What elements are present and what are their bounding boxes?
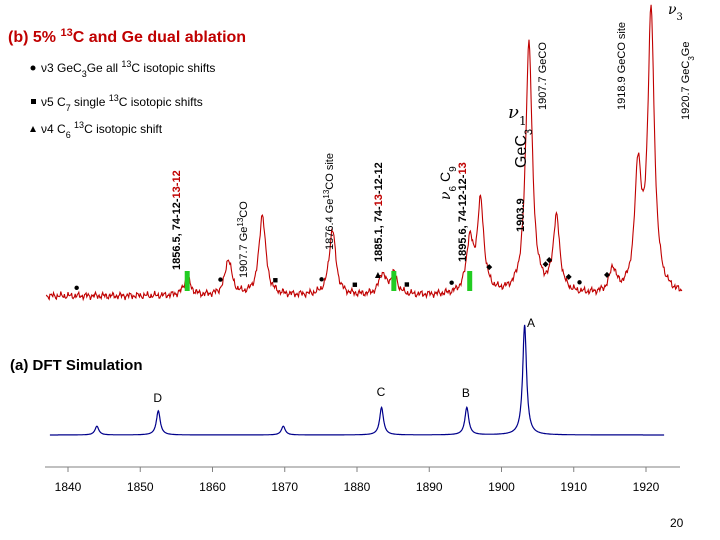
sim-peak-label: B (462, 386, 470, 400)
circle-marker (319, 277, 324, 282)
peak-annotation: 1907.7 Ge13CO (236, 201, 251, 278)
legend-label: ν3 GeC3Ge all 13C isotopic shifts (41, 59, 215, 79)
peak-annotation: 1885.1, 74-13-12-12 (373, 162, 385, 262)
experimental-spectrum-line (45, 4, 683, 302)
x-tick-label: 1850 (127, 480, 154, 494)
circle-marker (449, 280, 454, 285)
sim-peak-label: C (377, 385, 386, 399)
simulation-title: (a) DFT Simulation (10, 357, 143, 374)
peak-annotation: 1856.5, 74-12-13-12 (171, 170, 183, 270)
legend-item: ν3 GeC3Ge all 13C isotopic shifts (30, 59, 215, 79)
x-tick-label: 1900 (488, 480, 515, 494)
green-line (391, 271, 397, 291)
x-tick-label: 1860 (199, 480, 226, 494)
square-marker (404, 282, 410, 287)
legend-triangle-marker (30, 126, 36, 132)
legend-item: ν5 C7 single 13C isotopic shifts (31, 93, 203, 113)
sim-peak-label: D (153, 391, 162, 405)
peak-annotation: 1918.9 GeCO site (616, 22, 628, 110)
x-tick-label: 1910 (560, 480, 587, 494)
circle-marker (577, 280, 582, 285)
legend-label: ν5 C7 single 13C isotopic shifts (41, 93, 203, 113)
peak-annotations: 1856.5, 74-12-13-12 1907.7 Ge13CO 1876.4 G… (171, 22, 696, 278)
x-tick-label: 1840 (55, 480, 82, 494)
legend-square-marker (31, 99, 36, 104)
green-line (467, 271, 473, 291)
diamond-marker (565, 273, 572, 280)
x-tick-label: 1880 (344, 480, 371, 494)
diamond-marker (542, 261, 549, 268)
x-tick-label: 1890 (416, 480, 443, 494)
dft-simulation-line (49, 324, 665, 436)
diamond-marker (486, 264, 493, 271)
x-tick-label: 1920 (633, 480, 660, 494)
peak-annotation: 1907.7 GeCO (537, 42, 549, 110)
peak-annotation: 1895.6, 74-12-12-13 (457, 162, 469, 262)
species-label-gec3: GeC3 (513, 129, 535, 168)
peak-annotation: 1920.7 GeC3Ge (680, 42, 696, 120)
green-line (184, 271, 190, 291)
species-label-nu1: ν1 (508, 102, 527, 128)
species-label-nu3: ν3 (668, 2, 683, 23)
square-marker (352, 282, 358, 287)
legend-circle-marker (30, 65, 36, 71)
species-label-nu6-c9: ν6 C9 (437, 166, 459, 200)
legend-label: ν4 C6 13C isotopic shift (41, 120, 163, 140)
triangle-marker (374, 272, 381, 279)
peak-annotation: 1903.9 (515, 198, 527, 232)
square-marker (273, 278, 278, 283)
exp-peak-letter: A (527, 316, 535, 330)
x-axis-ticks: 1840 1850 1860 1870 1880 1890 1900 1910 1920 (55, 467, 660, 494)
circle-marker (74, 285, 79, 291)
circle-marker (218, 277, 223, 282)
peak-markers (74, 256, 610, 291)
page-number: 20 (670, 516, 684, 530)
diamond-marker (603, 271, 610, 278)
chart-title: (b) 5% 13C and Ge dual ablation (8, 27, 246, 46)
legend: ν3 GeC3Ge all 13C isotopic shifts ν5 C7 s… (30, 59, 215, 140)
peak-annotation: 1876.4 Ge13CO site (322, 153, 337, 250)
diamond-marker (546, 256, 553, 263)
x-tick-label: 1870 (271, 480, 298, 494)
green-marker-lines (184, 271, 473, 291)
legend-item: ν4 C6 13C isotopic shift (30, 120, 163, 140)
